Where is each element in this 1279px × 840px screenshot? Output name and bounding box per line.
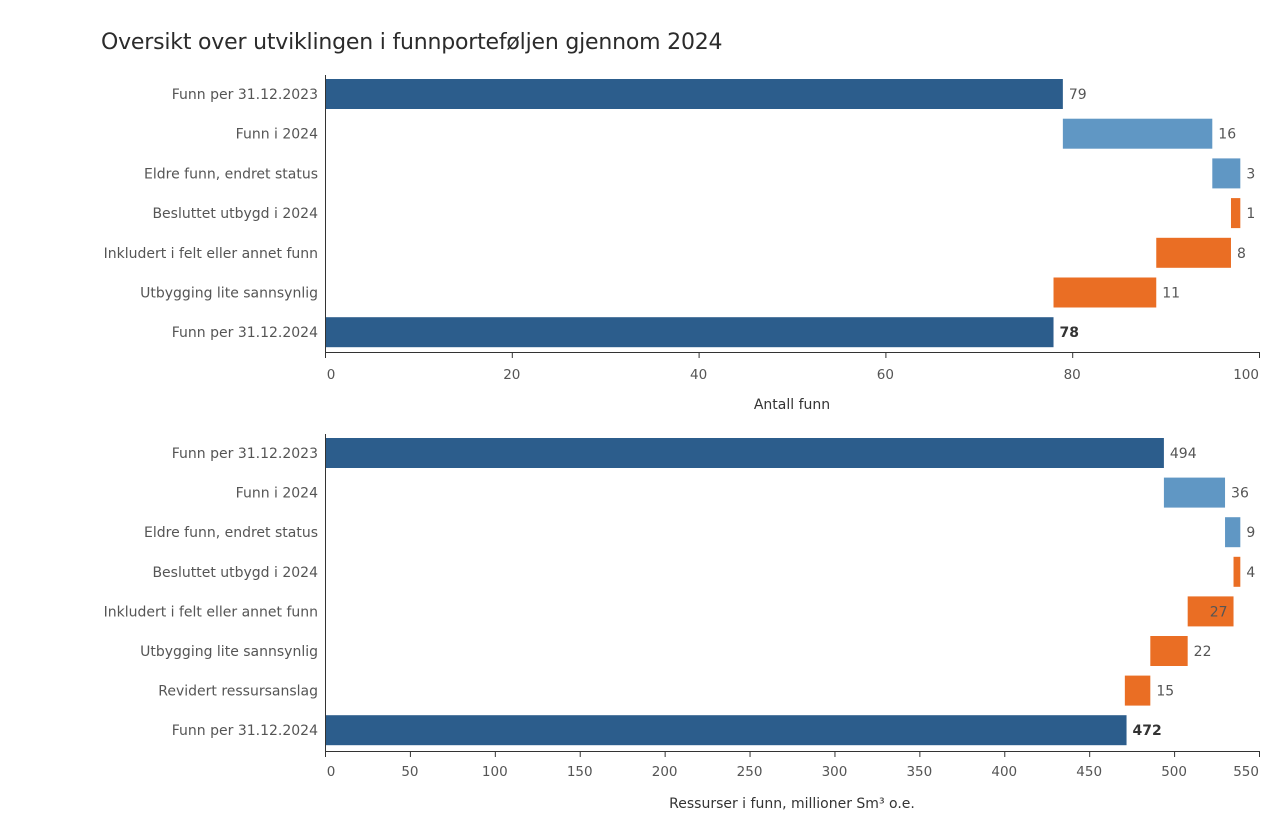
x-tick-label-80: 80 [1064,367,1081,383]
category-label-funn-i-2024: Funn i 2024 [236,127,318,143]
x-tick-label-40: 40 [690,367,707,383]
x-tick-label-500: 500 [1161,764,1187,780]
x-tick-label-0: 0 [327,367,336,383]
category-label-funn-per-31-12-2024: Funn per 31.12.2024 [172,325,318,341]
value-label-ressurser-eldre-funn-endret-status: 9 [1246,525,1255,541]
category-label-funn-per-31-12-2023: Funn per 31.12.2023 [172,446,318,462]
x-tick-label-400: 400 [991,764,1017,780]
x-tick-label-200: 200 [652,764,678,780]
bar-funn-besluttet-utbygd-i-2024 [1230,198,1241,229]
x-tick-label-0: 0 [327,764,336,780]
x-axis-title: Ressurser i funn, millioner Sm³ o.e. [669,796,915,812]
value-label-funn-utbygging-lite-sannsynlig: 11 [1162,286,1180,302]
category-label-funn-per-31-12-2023: Funn per 31.12.2023 [172,87,318,103]
category-label-inkludert-i-felt-eller-annet-funn: Inkludert i felt eller annet funn [104,246,318,262]
value-label-funn-funn-per-31-12-2023: 79 [1069,87,1087,103]
chart-ressurser-i-funn: Funn per 31.12.2023 494 Funn i 2024 36 Eldre… [104,434,1260,812]
bar-funn-utbygging-lite-sannsynlig [1053,277,1157,308]
value-label-funn-eldre-funn-endret-status: 3 [1246,166,1255,182]
x-tick-label-350: 350 [906,764,932,780]
page-title: Oversikt over utviklingen i funnporteføl… [101,30,723,55]
category-label-revidert-ressursanslag: Revidert ressursanslag [158,684,318,700]
bar-ressurser-revidert-ressursanslag [1124,675,1151,706]
x-tick-label-150: 150 [567,764,593,780]
x-tick-label-450: 450 [1076,764,1102,780]
bar-funn-eldre-funn-endret-status [1212,158,1241,189]
bar-ressurser-funn-per-31-12-2024 [325,715,1127,746]
x-tick-label-300: 300 [822,764,848,780]
value-label-funn-besluttet-utbygd-i-2024: 1 [1246,206,1255,222]
value-label-ressurser-utbygging-lite-sannsynlig: 22 [1194,644,1212,660]
value-label-ressurser-inkludert-i-felt-eller-annet-funn: 27 [1210,604,1228,620]
x-tick-label-50: 50 [401,764,418,780]
bar-funn-funn-i-2024 [1062,118,1213,149]
chart-antall-funn: Funn per 31.12.2023 79 Funn i 2024 16 Eldre … [104,75,1260,413]
x-tick-label-100: 100 [482,764,508,780]
bar-ressurser-funn-i-2024 [1163,477,1226,508]
value-label-ressurser-funn-per-31-12-2023: 494 [1170,446,1197,462]
bar-ressurser-besluttet-utbygd-i-2024 [1233,556,1241,587]
bar-ressurser-inkludert-i-felt-eller-annet-funn [1187,596,1234,627]
x-tick-label-550: 550 [1233,764,1259,780]
bar-funn-funn-per-31-12-2023 [325,79,1063,109]
category-label-utbygging-lite-sannsynlig: Utbygging lite sannsynlig [140,286,318,302]
value-label-ressurser-funn-i-2024: 36 [1231,486,1249,502]
value-label-ressurser-funn-per-31-12-2024: 472 [1133,723,1162,739]
value-label-funn-funn-per-31-12-2024: 78 [1060,325,1079,341]
bar-ressurser-utbygging-lite-sannsynlig [1150,636,1188,666]
bar-funn-inkludert-i-felt-eller-annet-funn [1156,237,1231,268]
x-tick-label-20: 20 [503,367,520,383]
category-label-funn-per-31-12-2024: Funn per 31.12.2024 [172,723,318,739]
category-label-inkludert-i-felt-eller-annet-funn: Inkludert i felt eller annet funn [104,604,318,620]
value-label-funn-inkludert-i-felt-eller-annet-funn: 8 [1237,246,1246,262]
bar-funn-funn-per-31-12-2024 [325,317,1054,348]
x-tick-label-100: 100 [1233,367,1259,383]
value-label-ressurser-besluttet-utbygd-i-2024: 4 [1246,565,1255,581]
category-label-eldre-funn-endret-status: Eldre funn, endret status [144,525,318,541]
category-label-funn-i-2024: Funn i 2024 [236,486,318,502]
value-label-ressurser-revidert-ressursanslag: 15 [1156,684,1174,700]
bar-ressurser-eldre-funn-endret-status [1225,517,1241,548]
bar-ressurser-funn-per-31-12-2023 [325,438,1164,468]
x-axis-title: Antall funn [754,397,830,413]
x-tick-label-250: 250 [737,764,763,780]
category-label-utbygging-lite-sannsynlig: Utbygging lite sannsynlig [140,644,318,660]
x-tick-label-60: 60 [877,367,894,383]
category-label-besluttet-utbygd-i-2024: Besluttet utbygd i 2024 [152,206,318,222]
category-label-eldre-funn-endret-status: Eldre funn, endret status [144,166,318,182]
category-label-besluttet-utbygd-i-2024: Besluttet utbygd i 2024 [152,565,318,581]
value-label-funn-funn-i-2024: 16 [1218,127,1236,143]
